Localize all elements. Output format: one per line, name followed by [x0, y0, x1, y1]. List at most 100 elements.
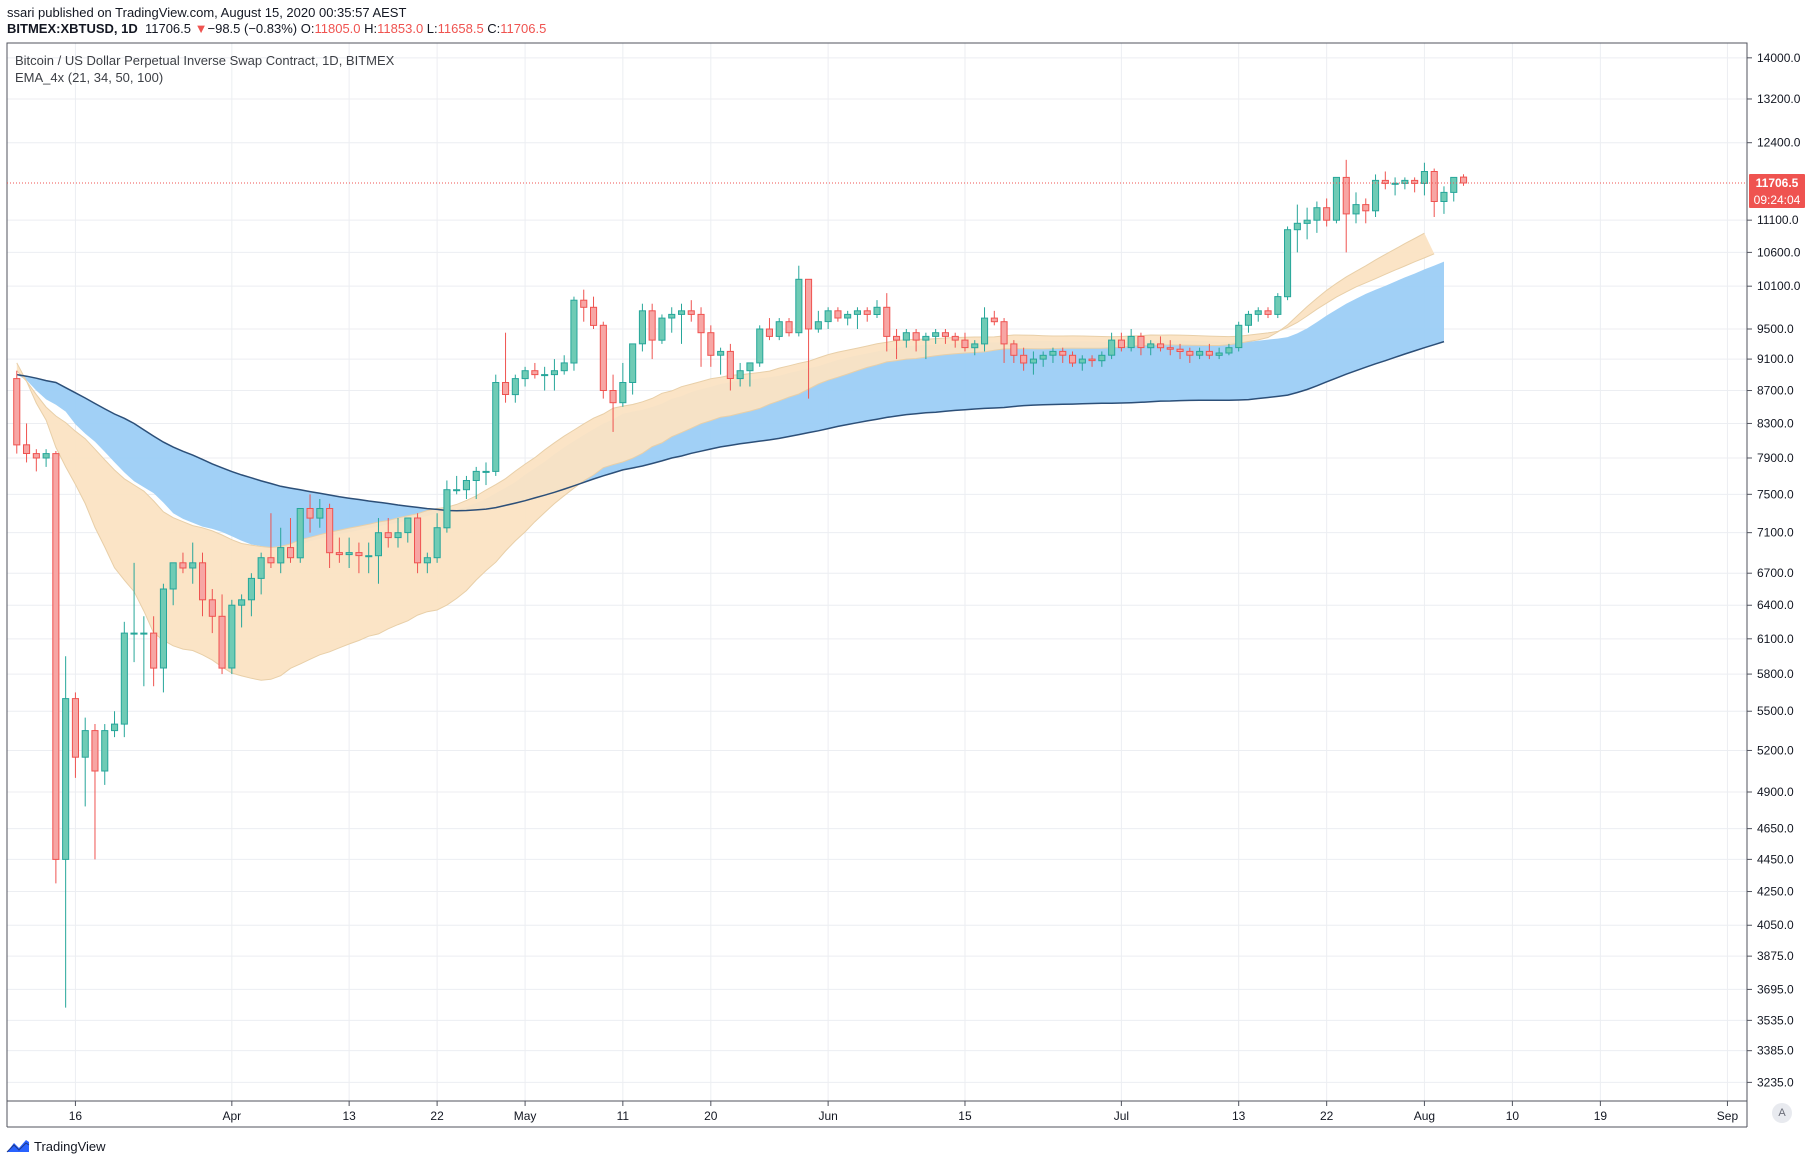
candle-body: [736, 370, 744, 380]
last-price-label: 11706.5: [144, 21, 191, 36]
auto-scale-button[interactable]: A: [1772, 1103, 1792, 1123]
candle-body: [795, 278, 803, 334]
price-tick-label: 8300.0: [1757, 416, 1794, 430]
candle-body: [668, 313, 676, 319]
price-tick-label: 7500.0: [1757, 487, 1794, 501]
low-value: 11658.5: [437, 21, 484, 36]
time-tick-label: 22: [430, 1109, 444, 1123]
candle-body: [52, 453, 60, 860]
candle-body: [1244, 313, 1253, 326]
candle-body: [648, 310, 656, 341]
published-line: ssari published on TradingView.com, Augu…: [7, 5, 407, 20]
time-tick-label: 10: [1506, 1109, 1520, 1123]
time-tick-label: 15: [958, 1109, 972, 1123]
candle-body: [1323, 207, 1331, 221]
candle-body: [335, 552, 343, 556]
candle-body: [638, 310, 647, 345]
ema-fast-ribbon: [16, 233, 1435, 681]
plot-border: [6, 42, 1748, 1102]
candle-body: [932, 332, 940, 337]
symbol-label[interactable]: BITMEX:XBTUSD, 1D: [7, 21, 138, 36]
high-value: 11853.0: [377, 21, 424, 36]
candle-body: [13, 378, 21, 446]
candle-body: [306, 508, 314, 519]
candle-body: [1215, 352, 1223, 356]
price-tick-label: 6100.0: [1757, 632, 1794, 646]
candle-body: [345, 552, 353, 556]
candle-body: [902, 332, 910, 341]
price-axis[interactable]: 3235.0 3385.0 3535.0 3695.0 3875.0 4050.0 4250…: [1747, 51, 1801, 1090]
candle-body: [521, 370, 529, 380]
candle-body: [189, 562, 197, 569]
candle-body: [658, 317, 666, 341]
ema-100-line: [16, 340, 1445, 512]
candle-body: [394, 532, 402, 539]
candle-body: [746, 362, 754, 372]
indicator-legend[interactable]: EMA_4x (21, 34, 50, 100): [15, 70, 164, 85]
candle-body: [1430, 171, 1438, 202]
candle-body: [629, 343, 637, 383]
candle-body: [101, 730, 109, 772]
candle-body: [316, 508, 324, 519]
candle-body: [707, 332, 715, 356]
candle-body: [814, 321, 822, 330]
candle-body: [531, 370, 539, 376]
candle-body: [971, 343, 979, 349]
time-tick-label: 20: [704, 1109, 718, 1123]
candle-body: [492, 382, 500, 472]
candle-body: [23, 444, 31, 454]
candle-body: [1401, 179, 1409, 184]
chart-title: Bitcoin / US Dollar Perpetual Inverse Sw…: [15, 53, 395, 68]
price-tick-label: 10100.0: [1757, 279, 1801, 293]
candle-body: [912, 332, 920, 341]
price-tick-label: 4450.0: [1757, 852, 1794, 866]
candle-body: [423, 557, 431, 564]
price-tick-label: 4650.0: [1757, 822, 1794, 836]
candle-body: [697, 313, 705, 334]
candle-body: [365, 555, 373, 558]
candle-body: [355, 552, 363, 557]
candle-body: [717, 350, 725, 356]
candle-body: [1069, 354, 1077, 364]
price-tick-label: 5500.0: [1757, 704, 1794, 718]
candle-body: [150, 632, 158, 669]
candle-body: [374, 532, 382, 557]
candle-body: [1039, 354, 1047, 360]
candle-body: [433, 527, 441, 559]
candle-body: [961, 339, 969, 349]
candle-body: [140, 632, 148, 635]
change-label: −98.5 (−0.83%): [207, 21, 298, 36]
candle-body: [1137, 335, 1145, 349]
candle-body: [472, 470, 480, 481]
candle-body: [1108, 339, 1116, 356]
candle-body: [1020, 354, 1028, 364]
candle-body: [1147, 343, 1155, 349]
candle-body: [81, 730, 89, 758]
candle-body: [1029, 358, 1038, 364]
countdown-badge-value: 09:24:04: [1754, 193, 1801, 207]
candle-body: [228, 604, 236, 669]
price-tick-label: 14000.0: [1757, 51, 1801, 65]
candle-body: [1450, 176, 1458, 193]
candle-body: [570, 299, 578, 364]
time-tick-label: May: [514, 1109, 537, 1123]
high-label: H:: [364, 21, 378, 36]
open-label: O:: [300, 21, 315, 36]
candle-body: [599, 324, 607, 391]
time-tick-label: Apr: [222, 1109, 241, 1123]
candle-body: [678, 310, 686, 315]
time-tick-label: 13: [1232, 1109, 1246, 1123]
candle-body: [726, 350, 734, 379]
price-tick-label: 3695.0: [1757, 982, 1794, 996]
candle-body: [1391, 182, 1399, 185]
candle-body: [1157, 343, 1165, 349]
price-tick-label: 11100.0: [1757, 213, 1799, 227]
candle-body: [1000, 321, 1008, 345]
candle-body: [453, 489, 461, 492]
candle-body: [1254, 310, 1262, 315]
time-axis[interactable]: 16 Apr 13 22 May 11 20 Jun 15 Jul 13 22 Aug 10 19 Sep: [69, 1101, 1739, 1123]
footer-brand: TradingView: [34, 1138, 106, 1154]
candle-body: [32, 453, 40, 459]
candle-body: [482, 470, 490, 473]
